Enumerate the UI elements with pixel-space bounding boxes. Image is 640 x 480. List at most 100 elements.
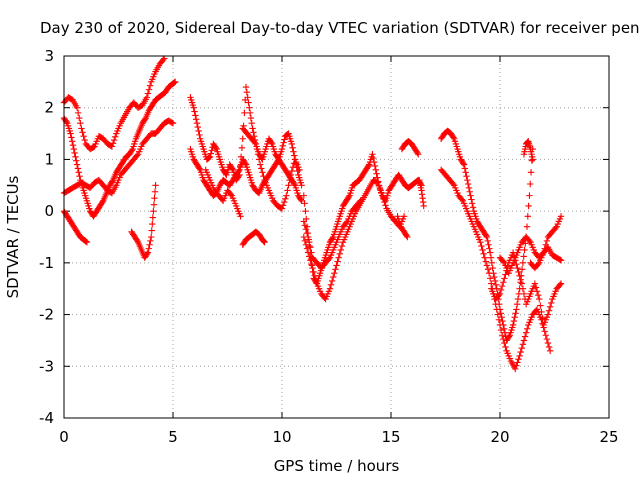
data-point xyxy=(297,196,305,203)
data-point xyxy=(365,162,372,170)
data-point xyxy=(289,144,296,151)
data-point xyxy=(376,185,384,193)
data-point xyxy=(496,321,504,329)
data-point xyxy=(303,229,311,237)
data-point xyxy=(513,301,521,308)
data-point xyxy=(245,99,252,106)
data-point xyxy=(500,325,508,332)
data-point xyxy=(532,284,540,291)
data-point xyxy=(356,198,363,206)
series-track-7 xyxy=(187,145,305,204)
data-point xyxy=(90,143,97,151)
data-point xyxy=(71,149,78,157)
data-point xyxy=(495,316,503,323)
data-point xyxy=(534,291,542,299)
data-point xyxy=(514,295,522,303)
x-tick-label: 0 xyxy=(59,428,69,446)
data-point xyxy=(377,189,385,196)
data-point xyxy=(145,86,153,93)
y-tick-label: 2 xyxy=(44,99,54,117)
data-point xyxy=(542,332,549,339)
data-point xyxy=(514,264,521,272)
data-point xyxy=(515,355,522,363)
data-point xyxy=(73,157,80,164)
data-point xyxy=(485,270,493,277)
data-point xyxy=(239,135,246,142)
data-point xyxy=(301,237,309,245)
x-tick-label: 25 xyxy=(599,428,618,446)
data-point xyxy=(466,188,473,195)
data-point xyxy=(546,347,554,354)
series-track-10 xyxy=(239,125,303,212)
data-point xyxy=(288,140,296,148)
series-track-19 xyxy=(488,249,565,329)
data-point xyxy=(301,222,309,229)
data-point xyxy=(69,142,77,149)
data-point xyxy=(541,328,548,335)
data-point xyxy=(284,187,291,194)
data-point xyxy=(80,132,87,140)
data-point xyxy=(151,195,158,202)
data-point xyxy=(300,218,307,225)
data-point xyxy=(193,120,201,127)
data-point xyxy=(76,173,83,180)
data-point xyxy=(513,306,520,313)
data-point xyxy=(461,165,469,172)
data-point xyxy=(483,233,491,241)
x-axis-label: GPS time / hours xyxy=(274,457,400,475)
data-point xyxy=(147,237,154,245)
data-point xyxy=(148,233,155,241)
plot-frame xyxy=(63,55,610,419)
data-point xyxy=(557,213,565,220)
series-track-14 xyxy=(398,138,422,158)
data-point xyxy=(330,273,337,281)
data-point xyxy=(543,237,551,245)
series-track-12 xyxy=(300,176,408,303)
data-point xyxy=(254,151,262,158)
data-point xyxy=(246,109,254,117)
data-point xyxy=(517,348,524,356)
y-tick-label: 1 xyxy=(44,150,54,168)
data-point xyxy=(300,192,307,199)
series-track-2 xyxy=(60,117,177,197)
data-point xyxy=(287,171,294,179)
data-point xyxy=(311,272,318,279)
data-point xyxy=(520,253,527,260)
data-point xyxy=(517,276,524,283)
data-point xyxy=(308,260,315,268)
data-point xyxy=(403,232,410,239)
data-point xyxy=(302,241,310,248)
data-point xyxy=(526,237,533,245)
data-point xyxy=(228,165,236,172)
data-point xyxy=(246,104,253,111)
series-track-8 xyxy=(202,166,244,220)
data-point xyxy=(370,154,377,162)
data-point xyxy=(308,249,315,256)
data-point xyxy=(192,112,199,119)
data-point xyxy=(537,302,544,309)
data-point xyxy=(496,290,504,298)
data-point xyxy=(518,266,526,273)
data-point xyxy=(251,139,258,146)
data-point xyxy=(207,150,215,157)
data-point xyxy=(371,162,379,170)
series-track-13 xyxy=(300,197,364,272)
data-point xyxy=(556,281,564,289)
data-point xyxy=(524,325,531,332)
data-point xyxy=(545,307,553,314)
data-point xyxy=(477,238,484,246)
data-point xyxy=(525,202,532,210)
data-point xyxy=(527,169,535,176)
data-point xyxy=(375,182,383,190)
data-point xyxy=(248,120,255,127)
data-point xyxy=(190,104,197,111)
data-point xyxy=(494,311,502,318)
data-point xyxy=(519,341,527,348)
data-point xyxy=(242,160,249,167)
data-point xyxy=(134,237,141,245)
data-point xyxy=(524,213,531,220)
data-point xyxy=(110,136,118,144)
data-point xyxy=(498,332,506,339)
data-point xyxy=(374,179,382,186)
